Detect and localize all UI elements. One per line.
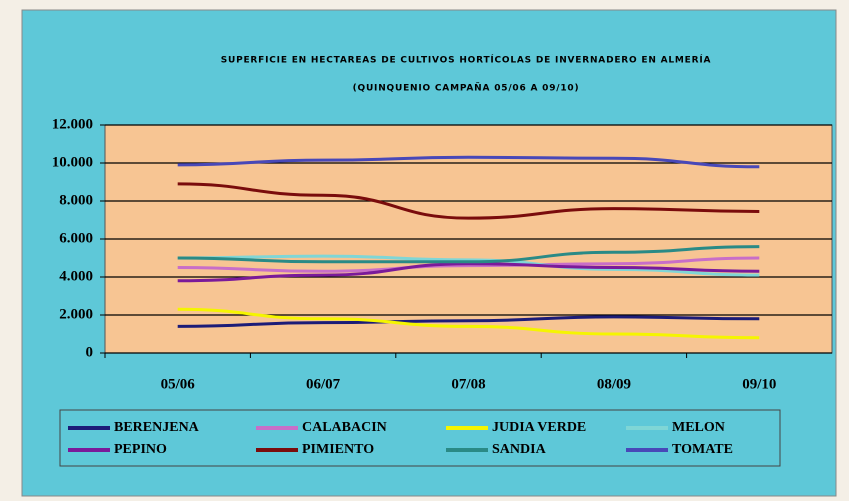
series-line (177, 182, 760, 220)
series-line (177, 245, 760, 264)
y-tick-label: 4.000 (59, 268, 93, 284)
x-tick-label: 07/08 (451, 376, 485, 392)
legend-label: CALABACIN (302, 420, 387, 435)
legend-label: TOMATE (672, 442, 733, 457)
legend (59, 409, 781, 467)
x-tick-label: 05/06 (161, 376, 196, 392)
y-tick-label: 6.000 (59, 230, 93, 246)
legend-label: MELON (672, 420, 725, 435)
series-line (177, 307, 760, 340)
series-line (177, 262, 760, 283)
series-line (177, 256, 760, 273)
x-tick-label: 06/07 (306, 376, 341, 392)
series-line (177, 155, 760, 169)
y-tick-label: 0 (86, 344, 94, 360)
series-line (177, 315, 760, 328)
y-tick-label: 12.000 (52, 116, 93, 132)
series-line (177, 254, 760, 277)
legend-label: PEPINO (114, 442, 167, 457)
chart-subtitle: (QUINQUENIO CAMPAÑA 05/06 A 09/10) (353, 83, 580, 94)
legend-label: PIMIENTO (302, 442, 374, 457)
x-tick-label: 09/10 (742, 376, 776, 392)
chart-title: SUPERFICIE EN HECTAREAS DE CULTIVOS HORT… (221, 54, 712, 66)
x-tick-label: 08/09 (597, 376, 631, 392)
y-tick-label: 10.000 (52, 154, 93, 170)
legend-label: JUDIA VERDE (492, 420, 586, 435)
y-tick-label: 2.000 (59, 306, 93, 322)
legend-label: SANDIA (492, 442, 547, 457)
legend-label: BERENJENA (114, 420, 200, 435)
y-tick-label: 8.000 (59, 192, 93, 208)
